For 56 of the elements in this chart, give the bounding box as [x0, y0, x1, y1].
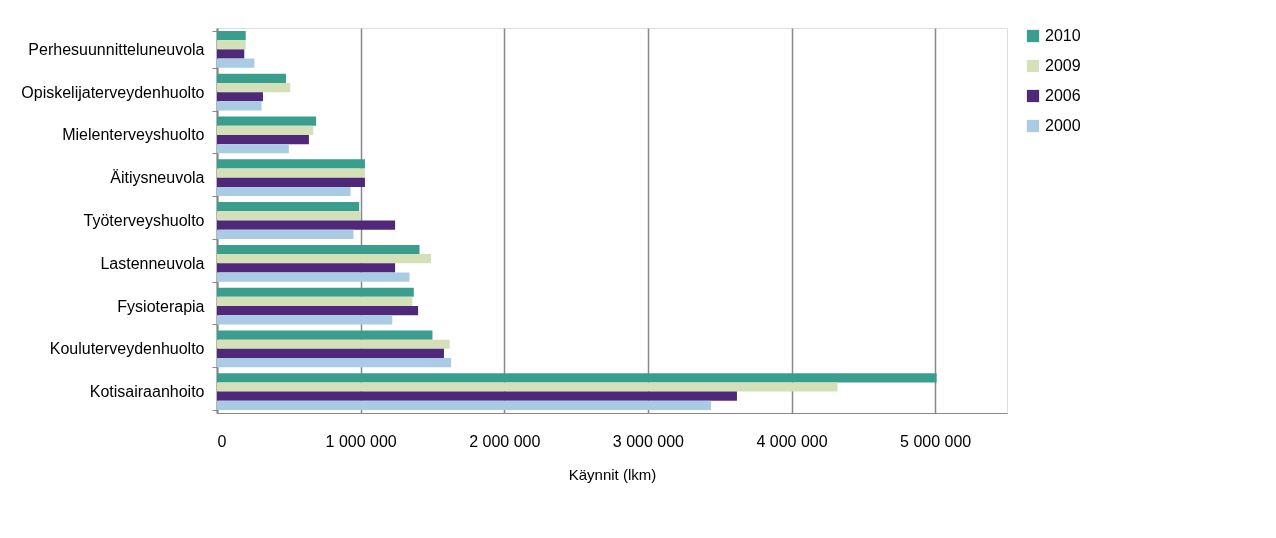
bar	[217, 229, 354, 239]
bar	[217, 315, 393, 325]
bar	[217, 116, 317, 126]
bar	[217, 134, 309, 145]
x-tick-label: 1 000 000	[325, 432, 397, 450]
bar	[217, 287, 414, 297]
bar	[217, 101, 262, 111]
bar	[217, 40, 246, 50]
bar	[217, 58, 255, 68]
bar	[217, 159, 365, 169]
bar	[217, 177, 365, 187]
bar	[217, 382, 838, 392]
x-tick-label: 0	[217, 432, 227, 450]
x-tick-label: 3 000 000	[612, 432, 685, 450]
bar	[217, 330, 433, 340]
y-tick-label: Perhesuunnitteluneuvola	[28, 40, 205, 58]
bar	[217, 125, 314, 135]
y-tick-label: Lastenneuvola	[100, 254, 205, 272]
bar	[217, 30, 246, 41]
x-tick-label: 4 000 000	[756, 432, 828, 450]
bar	[217, 306, 419, 316]
bar	[217, 244, 420, 255]
bar	[217, 348, 444, 359]
bar	[217, 168, 365, 178]
bar	[217, 373, 937, 383]
legend-label: 2010	[1045, 27, 1081, 44]
bar	[217, 296, 413, 307]
legend-label: 2006	[1045, 87, 1081, 104]
bar	[217, 391, 737, 401]
bar	[217, 339, 450, 349]
bar	[217, 263, 396, 273]
bar	[217, 144, 289, 154]
y-tick-label: Äitiysneuvola	[110, 169, 205, 187]
y-tick-label: Fysioterapia	[117, 297, 205, 315]
y-tick-label: Kotisairaanhoito	[89, 383, 205, 401]
x-tick-label: 2 000 000	[469, 432, 541, 450]
bar	[217, 92, 263, 102]
bar	[217, 49, 245, 59]
y-tick-label: Kouluterveydenhuolto	[49, 340, 205, 358]
bar	[217, 202, 360, 212]
bar	[217, 254, 432, 264]
legend-label: 2009	[1045, 57, 1081, 74]
bar	[217, 220, 396, 230]
bar	[217, 400, 712, 411]
bar	[217, 211, 361, 221]
bar	[217, 272, 410, 282]
y-tick-label: Opiskelijaterveydenhuolto	[21, 83, 205, 101]
x-tick-label: 5 000 000	[900, 432, 972, 450]
bar	[217, 186, 351, 197]
legend-label: 2000	[1045, 117, 1081, 134]
y-tick-label: Työterveyshuolto	[83, 212, 205, 229]
bar	[217, 73, 286, 83]
y-tick-label: Mielenterveyshuolto	[62, 126, 205, 144]
bar	[217, 358, 452, 368]
bar	[217, 82, 291, 93]
x-axis-title: Käynnit (lkm)	[568, 465, 657, 483]
